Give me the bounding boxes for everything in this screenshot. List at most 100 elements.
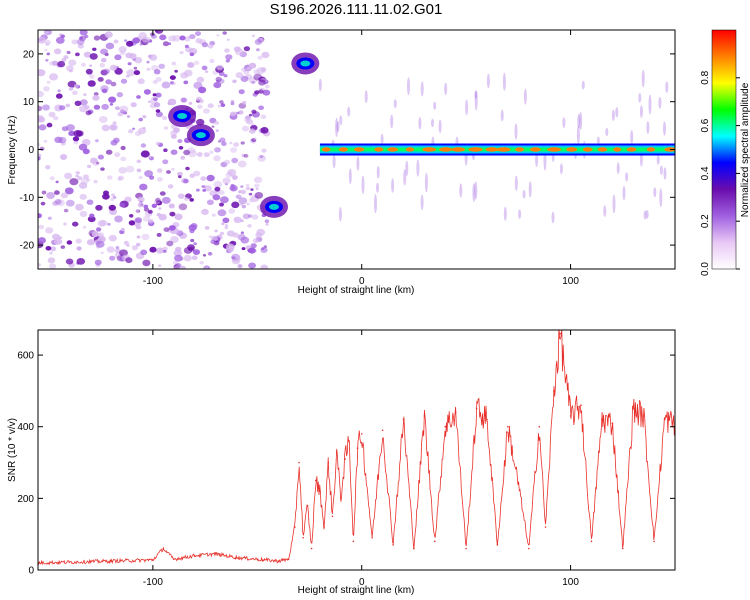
noise-blob [110, 81, 117, 87]
noise-blob [155, 109, 161, 113]
noise-blob [196, 118, 205, 126]
noise-blob [126, 40, 134, 47]
noise-blob [138, 175, 143, 180]
patch-core [269, 203, 280, 210]
noise-blob [55, 93, 63, 99]
noise-blob [253, 69, 260, 75]
noise-blob [261, 51, 270, 59]
noise-blob [38, 143, 41, 146]
noise-blob [140, 203, 144, 206]
noise-blob [260, 264, 268, 269]
noise-blob [89, 64, 93, 67]
noise-blob [43, 139, 48, 143]
noise-blob [218, 190, 225, 195]
noise-blob [73, 140, 79, 145]
noise-blob [260, 114, 267, 120]
noise-blob [214, 186, 221, 192]
noise-blob [225, 59, 230, 63]
noise-blob [171, 81, 176, 86]
noise-blob [155, 200, 163, 206]
noise-blob [180, 155, 186, 160]
noise-blob [199, 261, 204, 265]
colorbar-label: Normalized spectral amplitude [740, 82, 750, 217]
noise-blob [52, 233, 60, 240]
snr-point [444, 425, 447, 428]
line-spread [474, 181, 478, 200]
noise-blob [135, 209, 139, 213]
noise-blob [156, 212, 162, 217]
snr-point [486, 418, 488, 421]
noise-blob [179, 51, 184, 55]
noise-blob [222, 217, 230, 224]
noise-blob [174, 254, 183, 262]
noise-blob [216, 79, 220, 83]
noise-blob [60, 192, 69, 199]
noise-blob [224, 159, 230, 165]
noise-blob [61, 58, 67, 62]
line-spread [659, 165, 663, 176]
line-spread [403, 169, 407, 186]
noise-blob [47, 216, 52, 220]
line-spread [615, 107, 619, 118]
noise-blob [210, 239, 216, 244]
line-peak [529, 147, 541, 152]
snr-point [348, 440, 350, 442]
y-tick-label: -10 [20, 193, 35, 204]
line-peak [338, 147, 348, 152]
x-tick-label: 100 [562, 276, 579, 287]
line-peak [485, 147, 499, 152]
noise-blob [119, 202, 125, 208]
snr-x-axis-label: Height of straight line (km) [298, 585, 415, 596]
x-tick-label: 0 [359, 276, 365, 287]
noise-blob [110, 197, 115, 201]
snr-point [172, 558, 175, 561]
noise-blob [83, 51, 92, 58]
patch-core [177, 113, 188, 120]
noise-blob [177, 193, 185, 199]
noise-blob [255, 187, 259, 191]
noise-blob [156, 177, 163, 182]
noise-blob [56, 199, 65, 207]
noise-blob [125, 52, 133, 59]
line-spread [380, 133, 384, 144]
noise-blob [68, 59, 77, 66]
noise-blob [76, 258, 86, 265]
noise-blob [54, 199, 62, 205]
snr-point [319, 490, 321, 492]
noise-blob [246, 66, 252, 71]
snr-point [590, 540, 593, 543]
snr-point [517, 483, 520, 485]
noise-blob [232, 175, 238, 180]
noise-blob [207, 43, 214, 49]
noise-blob [101, 124, 111, 132]
colorbar-tick-label: 0.2 [700, 214, 711, 228]
x-tick-label: -100 [143, 577, 163, 588]
noise-blob [75, 52, 80, 57]
noise-blob [236, 111, 240, 115]
noise-blob [38, 224, 45, 230]
noise-blob [147, 100, 151, 104]
noise-blob [38, 90, 44, 98]
noise-blob [136, 95, 141, 99]
line-peak [515, 147, 525, 152]
noise-blob [57, 89, 61, 93]
noise-blob [201, 185, 205, 188]
noise-blob [68, 130, 75, 137]
noise-blob [227, 247, 234, 253]
noise-blob [221, 141, 227, 146]
noise-blob [243, 46, 250, 52]
noise-blob [243, 154, 249, 158]
noise-blob [180, 72, 189, 79]
noise-blob [257, 37, 264, 43]
noise-blob [108, 234, 117, 242]
noise-blob [261, 247, 265, 251]
noise-blob [119, 50, 126, 56]
noise-blob [65, 199, 75, 207]
noise-blob [66, 50, 71, 55]
y-tick-label: -20 [20, 241, 35, 252]
noise-blob [241, 247, 246, 251]
noise-blob [245, 183, 250, 187]
line-spread [514, 123, 518, 140]
noise-blob [101, 103, 109, 110]
line-spread [472, 183, 476, 203]
